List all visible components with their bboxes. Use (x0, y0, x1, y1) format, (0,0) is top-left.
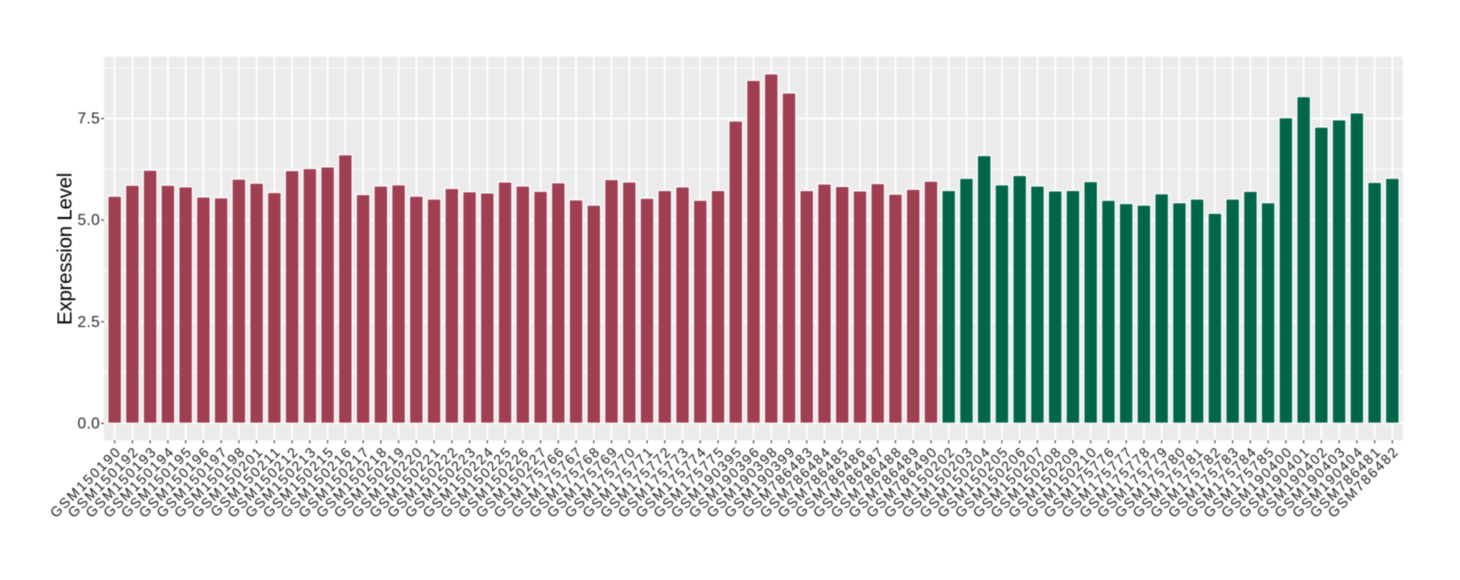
svg-text:0.0: 0.0 (77, 415, 100, 432)
svg-text:Expression Level: Expression Level (55, 173, 77, 325)
svg-text:2.5: 2.5 (77, 314, 100, 331)
svg-text:5.0: 5.0 (77, 212, 100, 229)
svg-text:7.5: 7.5 (77, 111, 100, 128)
